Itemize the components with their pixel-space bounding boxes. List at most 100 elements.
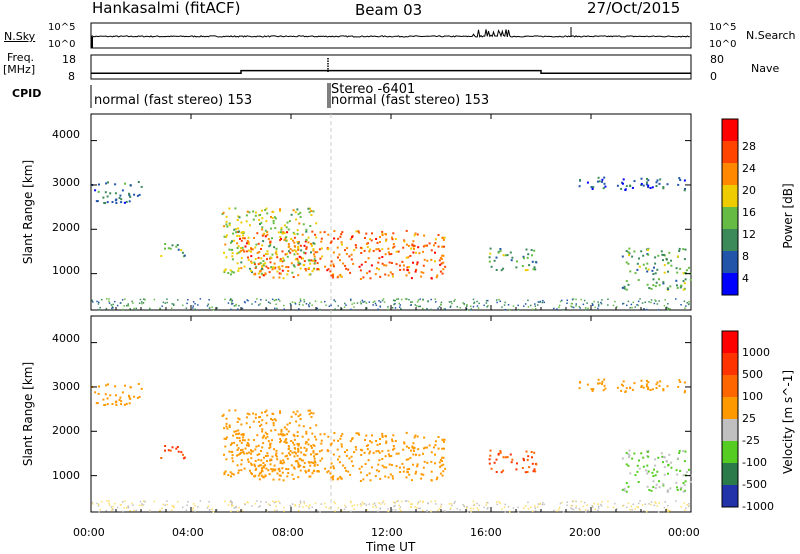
velocity-echo	[270, 429, 273, 432]
velocity-echo	[675, 481, 678, 484]
power-echo	[266, 233, 269, 236]
velocity-echo	[265, 409, 268, 412]
power-noise	[501, 306, 503, 308]
velocity-echo	[327, 450, 330, 453]
velocity-noise	[108, 504, 111, 506]
velocity-echo	[272, 412, 275, 415]
power-echo	[364, 261, 367, 263]
power-noise	[485, 300, 488, 302]
velocity-noise	[344, 504, 346, 507]
power-echo	[281, 250, 284, 253]
power-echo	[399, 269, 402, 271]
power-echo	[504, 254, 507, 257]
power-echo	[264, 273, 267, 276]
power-echo	[312, 260, 315, 262]
velocity-noise	[121, 501, 124, 503]
power-echo	[238, 230, 241, 233]
power-noise	[559, 300, 562, 303]
velocity-noise	[267, 503, 270, 505]
power-echo	[259, 262, 262, 265]
power-noise	[153, 298, 156, 301]
power-echo	[297, 261, 300, 264]
power-echo	[634, 272, 637, 275]
power-noise	[269, 302, 271, 304]
velocity-echo	[367, 444, 369, 447]
nsearch-tick-bottom: 10^0	[709, 39, 737, 50]
velocity-echo	[439, 458, 442, 461]
power-noise	[556, 308, 558, 310]
velocity-echo	[668, 453, 671, 456]
velocity-echo	[287, 445, 290, 448]
power-echo	[633, 180, 636, 183]
velocity-echo	[269, 463, 272, 466]
velocity-echo	[338, 455, 341, 458]
power-echo	[592, 186, 595, 189]
power-echo	[591, 188, 594, 190]
power-echo	[240, 239, 243, 242]
velocity-echo	[229, 471, 232, 474]
velocity-cbar-tick-500: 500	[742, 368, 763, 381]
cpid-label: CPID	[12, 87, 42, 100]
velocity-echo	[286, 433, 289, 436]
power-noise	[592, 303, 594, 306]
power-echo	[236, 252, 238, 255]
power-echo	[406, 269, 409, 271]
velocity-noise	[454, 500, 456, 503]
power-echo	[289, 251, 292, 254]
velocity-echo	[327, 470, 330, 473]
power-ytick-3000: 3000	[52, 176, 80, 189]
velocity-echo	[375, 440, 378, 442]
power-echo	[245, 214, 248, 217]
power-noise	[472, 298, 475, 301]
velocity-noise	[639, 500, 641, 502]
velocity-echo	[385, 441, 388, 444]
power-echo	[281, 269, 284, 272]
velocity-echo	[381, 450, 384, 453]
axis-ticks	[90, 114, 692, 512]
power-noise	[394, 299, 396, 302]
power-echo	[301, 233, 304, 236]
power-echo	[270, 216, 272, 218]
velocity-noise	[406, 500, 408, 502]
velocity-echo	[495, 458, 498, 461]
power-noise	[422, 299, 424, 301]
power-echo	[333, 230, 336, 232]
power-echo	[579, 179, 582, 181]
power-noise	[231, 299, 233, 302]
velocity-echo	[180, 451, 183, 454]
velocity-noise	[419, 500, 421, 502]
velocity-echo	[97, 392, 100, 395]
power-echo	[433, 244, 435, 247]
power-echo	[598, 180, 601, 183]
velocity-echo	[298, 457, 301, 460]
velocity-noise	[275, 505, 277, 507]
velocity-echo	[297, 463, 300, 466]
velocity-noise	[539, 502, 542, 505]
power-noise	[127, 303, 129, 305]
velocity-echo	[264, 431, 267, 434]
power-noise	[531, 308, 534, 311]
power-echo	[665, 257, 668, 260]
velocity-echo	[603, 378, 606, 381]
power-echo	[361, 247, 364, 250]
power-echo	[381, 262, 384, 265]
velocity-echo	[410, 449, 413, 452]
velocity-echo	[666, 489, 669, 492]
velocity-echo	[280, 433, 282, 436]
power-ytick-1000: 1000	[52, 264, 80, 277]
velocity-echo	[395, 465, 398, 468]
velocity-echo	[391, 440, 394, 443]
xtick-3: 12:00	[371, 526, 403, 539]
velocity-noise	[586, 504, 588, 506]
power-echo	[377, 261, 380, 264]
nsearch-tick-top: 10^5	[709, 22, 737, 33]
power-echo	[284, 253, 287, 256]
power-echo	[623, 287, 626, 290]
power-echo	[262, 263, 265, 266]
power-noise	[666, 306, 668, 309]
velocity-noise	[579, 509, 581, 511]
power-noise	[149, 307, 151, 310]
velocity-noise	[472, 500, 475, 503]
velocity-echo	[603, 384, 606, 387]
power-echo	[601, 180, 603, 183]
